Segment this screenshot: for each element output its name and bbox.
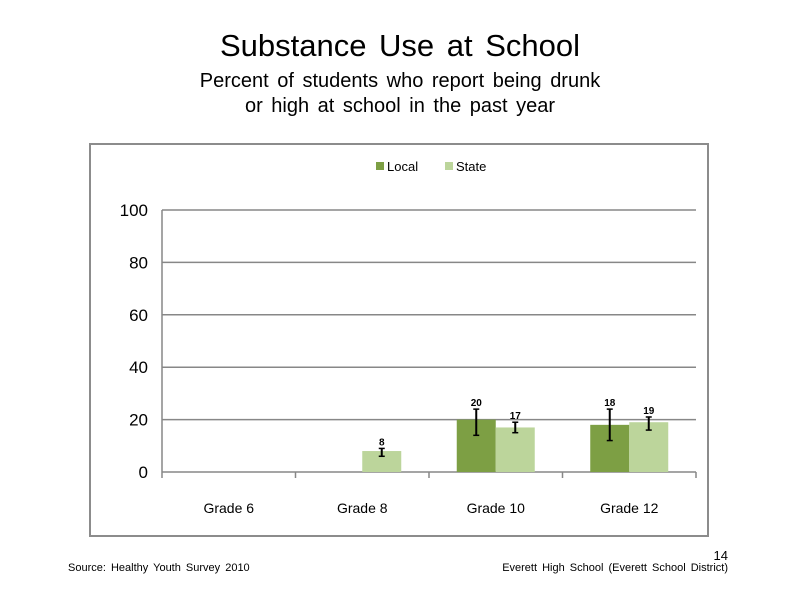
data-label: 19: [643, 406, 655, 417]
y-tick-label: 80: [129, 253, 148, 272]
x-tick-label: Grade 12: [600, 500, 659, 516]
bar-state: [362, 451, 402, 472]
slide-title: Substance Use at School: [219, 28, 581, 63]
legend-label-state: State: [456, 159, 486, 174]
y-tick-label: 40: [129, 358, 148, 377]
x-tick-label: Grade 10: [467, 500, 526, 516]
legend-swatch-local: [376, 162, 384, 170]
data-label: 8: [379, 437, 385, 448]
y-tick-label: 0: [139, 463, 148, 482]
data-label: 20: [471, 398, 483, 409]
y-tick-label: 60: [129, 306, 148, 325]
school-name: Everett High School (Everett School Dist…: [502, 562, 728, 574]
x-tick-label: Grade 8: [337, 500, 388, 516]
data-label: 18: [604, 398, 616, 409]
y-tick-label: 100: [120, 201, 148, 220]
bar-state: [495, 427, 535, 472]
legend-swatch-state: [445, 162, 453, 170]
page-number: 14: [713, 548, 728, 563]
legend-label-local: Local: [387, 159, 418, 174]
y-tick-label: 20: [129, 411, 148, 430]
data-label: 17: [510, 411, 522, 422]
slide-subtitle: Percent of students who report being dru…: [199, 70, 601, 117]
x-tick-label: Grade 6: [203, 500, 254, 516]
source-note: Source: Healthy Youth Survey 2010: [68, 562, 250, 574]
